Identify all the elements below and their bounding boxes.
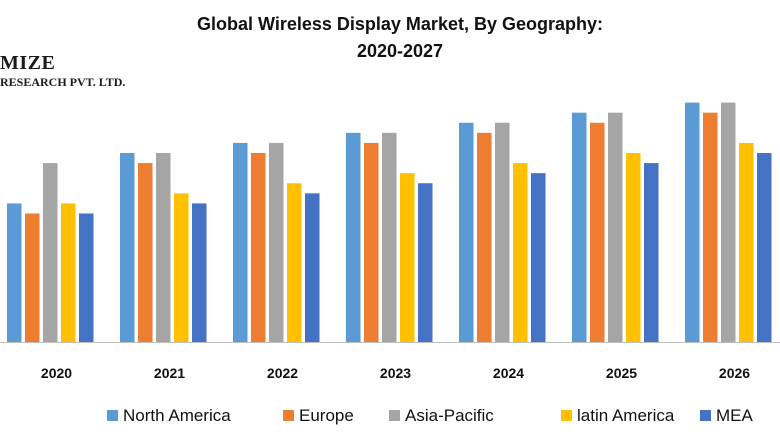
bar-asia-pacific-2021 bbox=[156, 153, 171, 342]
bar-europe-2025 bbox=[590, 122, 605, 342]
legend-label-mea: MEA bbox=[716, 406, 754, 425]
bar-north-america-2021 bbox=[120, 153, 135, 342]
bar-asia-pacific-2026 bbox=[721, 102, 736, 342]
chart-subtitle-years: 2020-2027 bbox=[356, 41, 444, 61]
bar-latin-america-2024 bbox=[513, 163, 528, 342]
legend-swatch-asia-pacific bbox=[389, 410, 400, 421]
x-tick-label-2020: 2020 bbox=[41, 365, 72, 381]
bar-latin-america-2026 bbox=[739, 142, 754, 342]
bar-asia-pacific-2025 bbox=[608, 112, 623, 343]
watermark-logo: MIZE bbox=[0, 52, 56, 74]
bar-europe-2024 bbox=[477, 132, 492, 342]
x-tick-label-2023: 2023 bbox=[380, 365, 411, 381]
bar-europe-2021 bbox=[138, 163, 153, 342]
watermark-subtitle: RESEARCH PVT. LTD. bbox=[0, 75, 126, 89]
x-tick-label-2021: 2021 bbox=[154, 365, 185, 381]
bar-mea-2022 bbox=[305, 193, 320, 342]
bar-mea-2023 bbox=[418, 183, 433, 342]
x-tick-label-2025: 2025 bbox=[606, 365, 637, 381]
bar-asia-pacific-2024 bbox=[495, 122, 510, 342]
bar-mea-2024 bbox=[531, 173, 546, 342]
legend-label-europe: Europe bbox=[299, 406, 354, 425]
x-tick-label-2024: 2024 bbox=[493, 365, 524, 381]
bar-north-america-2022 bbox=[233, 142, 248, 342]
legend-swatch-mea bbox=[700, 410, 711, 421]
bar-north-america-2020 bbox=[7, 203, 22, 342]
bar-latin-america-2025 bbox=[626, 153, 641, 342]
legend-swatch-latin-america bbox=[561, 410, 572, 421]
x-tick-label-2026: 2026 bbox=[719, 365, 750, 381]
bar-asia-pacific-2022 bbox=[269, 142, 284, 342]
bar-north-america-2023 bbox=[346, 132, 361, 342]
legend-swatch-europe bbox=[283, 410, 294, 421]
chart-title: Global Wireless Display Market, By Geogr… bbox=[197, 14, 603, 34]
x-tick-label-2022: 2022 bbox=[267, 365, 298, 381]
bar-mea-2021 bbox=[192, 203, 207, 342]
legend-label-latin-america: latin America bbox=[577, 406, 675, 425]
bar-asia-pacific-2020 bbox=[43, 163, 58, 342]
bar-mea-2026 bbox=[757, 153, 772, 342]
bar-europe-2020 bbox=[25, 213, 40, 342]
bar-latin-america-2021 bbox=[174, 193, 189, 342]
bar-latin-america-2020 bbox=[61, 203, 76, 342]
bar-north-america-2024 bbox=[459, 122, 474, 342]
bar-latin-america-2023 bbox=[400, 173, 415, 342]
legend-label-north-america: North America bbox=[123, 406, 231, 425]
bar-north-america-2025 bbox=[572, 112, 587, 343]
bar-north-america-2026 bbox=[685, 102, 700, 342]
bar-europe-2022 bbox=[251, 153, 266, 342]
bar-europe-2023 bbox=[364, 142, 379, 342]
bar-latin-america-2022 bbox=[287, 183, 302, 342]
legend-label-asia-pacific: Asia-Pacific bbox=[405, 406, 494, 425]
legend-swatch-north-america bbox=[107, 410, 118, 421]
bar-mea-2025 bbox=[644, 163, 659, 342]
bar-asia-pacific-2023 bbox=[382, 132, 397, 342]
bar-europe-2026 bbox=[703, 112, 718, 343]
bar-mea-2020 bbox=[79, 213, 94, 342]
